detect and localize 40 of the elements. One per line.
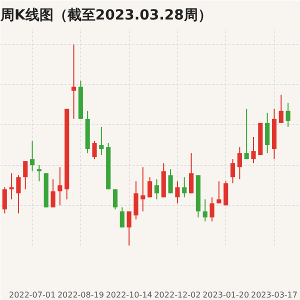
candlestick — [16, 174, 21, 214]
candlestick — [202, 198, 208, 222]
candlestick — [23, 160, 28, 190]
candlestick — [230, 158, 236, 184]
candlestick — [9, 172, 14, 200]
candlestick — [216, 180, 222, 204]
candlestick — [126, 210, 132, 246]
candlestick — [237, 146, 242, 180]
candlestick — [58, 166, 62, 206]
candlestick — [168, 168, 173, 194]
candlestick — [154, 178, 159, 200]
x-tick-label: 2022-12-02 — [154, 290, 201, 300]
x-tick-label: 2023-03-17 — [250, 290, 298, 300]
x-tick-label: 2022-07-01 — [9, 290, 56, 300]
candlestick — [30, 140, 35, 172]
candlestick — [286, 102, 290, 128]
candlestick — [36, 164, 42, 182]
candlestick — [210, 196, 214, 222]
candlestick — [92, 140, 97, 160]
candlestick — [120, 206, 124, 228]
candlestick — [189, 152, 194, 194]
candlestick — [265, 112, 270, 154]
candlestick — [175, 180, 180, 204]
candlestick — [140, 166, 146, 212]
x-tick-label: 2022-10-14 — [106, 290, 152, 300]
x-tick-label: 2022-08-19 — [57, 290, 104, 300]
candlestick — [112, 188, 118, 210]
candlestick — [71, 44, 76, 120]
candlestick — [251, 136, 256, 164]
candlestick — [50, 178, 56, 208]
x-tick-label: 2023-01-20 — [202, 290, 250, 300]
candlestick — [99, 126, 104, 156]
candlestick — [244, 108, 249, 160]
candlestick — [278, 94, 284, 124]
candlestick — [134, 180, 138, 220]
candlestick — [2, 186, 7, 214]
candlestick — [148, 176, 152, 198]
chart-title: 周K线图（截至2023.03.28周） — [0, 8, 212, 24]
candlestick — [182, 176, 187, 198]
candlestick — [224, 180, 228, 206]
